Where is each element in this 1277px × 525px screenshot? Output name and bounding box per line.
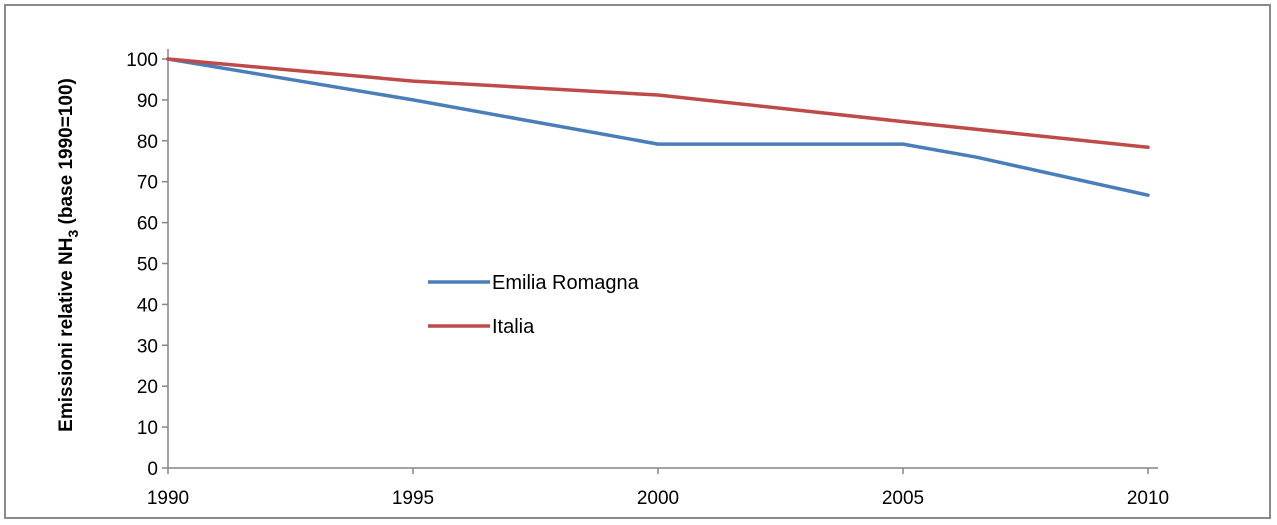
x-tick-label: 1990: [147, 488, 189, 509]
y-axis-title: Emissioni relative NH3 (base 1990=100): [56, 78, 81, 432]
series-line-0: [166, 57, 1150, 197]
legend-label-0: Emilia Romagna: [492, 272, 640, 294]
x-tick-label: 2005: [882, 488, 924, 509]
y-tick-label: 50: [137, 255, 158, 276]
y-tick-label: 0: [147, 459, 158, 480]
x-tick-label: 2000: [637, 488, 679, 509]
ticks: 0 10 20 30 40 50 60 70 80 90 100 1990 1995 2000 2005 20…: [126, 50, 1169, 509]
series: [166, 57, 1150, 197]
y-tick-label: 80: [137, 132, 158, 153]
chart-frame: [4, 4, 1271, 519]
y-tick-label: 100: [126, 50, 158, 71]
y-axis-title-suffix: (base 1990=100): [56, 78, 77, 230]
legend: Emilia Romagna Italia: [428, 272, 640, 338]
y-tick-label: 90: [137, 91, 158, 112]
y-tick-label: 70: [137, 173, 158, 194]
y-tick-label: 60: [137, 214, 158, 235]
legend-label-1: Italia: [492, 316, 535, 338]
axes: [167, 49, 1158, 469]
y-tick-label: 40: [137, 295, 158, 316]
x-tick-label: 1995: [392, 488, 434, 509]
y-axis-title-subscript: 3: [65, 230, 81, 238]
y-tick-label: 30: [137, 336, 158, 357]
svg-text:Emissioni relative NH3 (base 1: Emissioni relative NH3 (base 1990=100): [56, 78, 81, 432]
y-axis-title-prefix: Emissioni relative NH: [56, 238, 77, 432]
x-tick-label: 2010: [1127, 488, 1169, 509]
y-tick-label: 20: [137, 377, 158, 398]
y-tick-label: 10: [137, 418, 158, 439]
series-line-1: [166, 57, 1150, 150]
